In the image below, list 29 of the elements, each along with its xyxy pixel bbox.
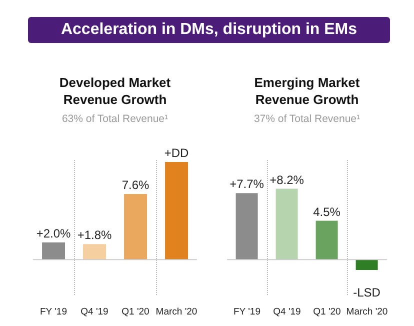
x-tick-label: Q4 '19 bbox=[273, 306, 301, 318]
bar bbox=[316, 220, 338, 260]
chart-subtitle: 63% of Total Revenue¹ bbox=[60, 113, 170, 125]
data-label: +1.8% bbox=[77, 228, 112, 242]
bar bbox=[42, 242, 66, 260]
bar bbox=[276, 188, 298, 260]
bar bbox=[165, 162, 188, 260]
text: Acceleration in DMs, disruption in EMs bbox=[28, 17, 390, 43]
chart-title: Emerging Market Revenue Growth bbox=[253, 74, 361, 108]
x-tick-label: Q4 '19 bbox=[80, 306, 108, 318]
bar bbox=[83, 244, 106, 260]
chart-subtitle: 37% of Total Revenue¹ bbox=[252, 113, 362, 125]
data-label: 7.6% bbox=[122, 178, 150, 192]
data-label: +DD bbox=[164, 146, 190, 160]
data-label: -LSD bbox=[353, 285, 381, 300]
bar bbox=[356, 260, 378, 270]
x-tick-label: March '20 bbox=[346, 306, 388, 318]
x-tick-label: FY '19 bbox=[40, 306, 67, 318]
data-label: +8.2% bbox=[270, 172, 304, 187]
data-label: +2.0% bbox=[36, 226, 72, 240]
bar bbox=[236, 193, 258, 260]
x-tick-label: March '20 bbox=[156, 306, 198, 318]
x-tick-label: FY '19 bbox=[234, 306, 260, 318]
data-label: +7.7% bbox=[230, 177, 264, 192]
x-tick-label: Q1 '20 bbox=[313, 306, 341, 318]
bar bbox=[124, 194, 148, 260]
x-tick-label: Q1 '20 bbox=[122, 306, 150, 318]
chart-title: Developed Market Revenue Growth bbox=[58, 74, 172, 108]
data-label: 4.5% bbox=[313, 204, 341, 219]
